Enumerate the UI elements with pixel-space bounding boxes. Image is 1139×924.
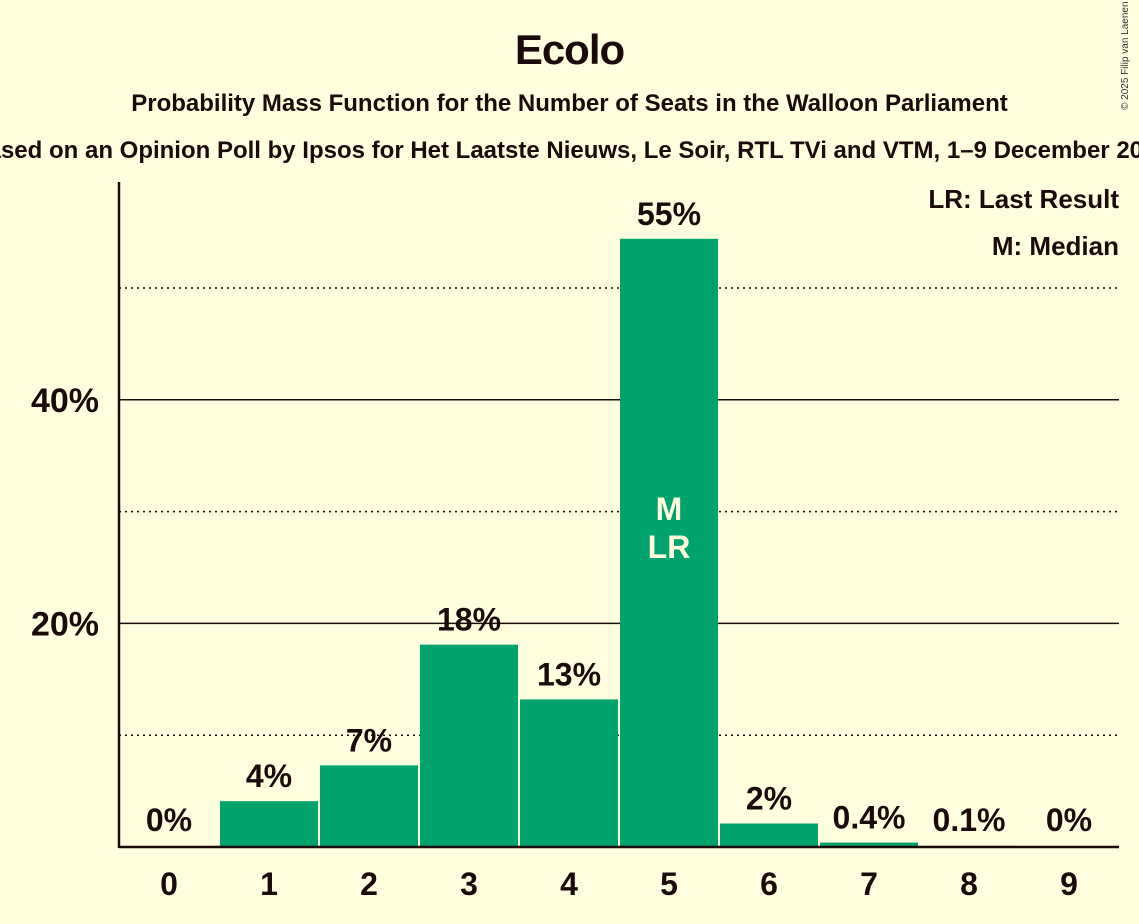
chart-subtitle: Probability Mass Function for the Number… [131, 90, 1008, 117]
bar-7 [820, 842, 918, 847]
bar-annotation: M [656, 491, 683, 527]
x-tick-label: 7 [860, 866, 878, 902]
bar-value-label: 0.4% [833, 800, 906, 836]
x-tick-label: 1 [260, 866, 278, 902]
bar-value-label: 55% [637, 196, 701, 232]
bar-6 [720, 823, 818, 847]
y-tick-label: 20% [31, 605, 99, 643]
chart-source: Based on an Opinion Poll by Ipsos for He… [0, 137, 1139, 164]
bar-3 [420, 644, 518, 847]
bar-annotation: LR [648, 529, 691, 565]
legend-last-result: LR: Last Result [928, 184, 1119, 214]
x-tick-label: 8 [960, 866, 978, 902]
bar-value-label: 4% [246, 758, 292, 794]
y-tick-label: 40% [31, 382, 99, 420]
bar-4 [520, 699, 618, 847]
bar-value-label: 7% [346, 722, 392, 758]
x-tick-label: 0 [160, 866, 178, 902]
bar-value-label: 2% [746, 781, 792, 817]
bar-value-label: 13% [537, 656, 601, 692]
bar-value-label: 0% [1046, 802, 1092, 838]
bar-5 [620, 238, 718, 848]
x-tick-label: 5 [660, 866, 678, 902]
x-tick-label: 2 [360, 866, 378, 902]
x-tick-label: 6 [760, 866, 778, 902]
bar-1 [220, 801, 318, 847]
bar-value-label: 0% [146, 802, 192, 838]
chart-title: Ecolo [514, 26, 625, 73]
legend-median: M: Median [991, 231, 1119, 261]
x-tick-label: 4 [560, 866, 578, 902]
bar-value-label: 18% [437, 602, 501, 638]
bar-value-label: 0.1% [933, 802, 1006, 838]
x-tick-label: 9 [1060, 866, 1078, 902]
x-tick-label: 3 [460, 866, 478, 902]
bar-2 [320, 765, 418, 847]
